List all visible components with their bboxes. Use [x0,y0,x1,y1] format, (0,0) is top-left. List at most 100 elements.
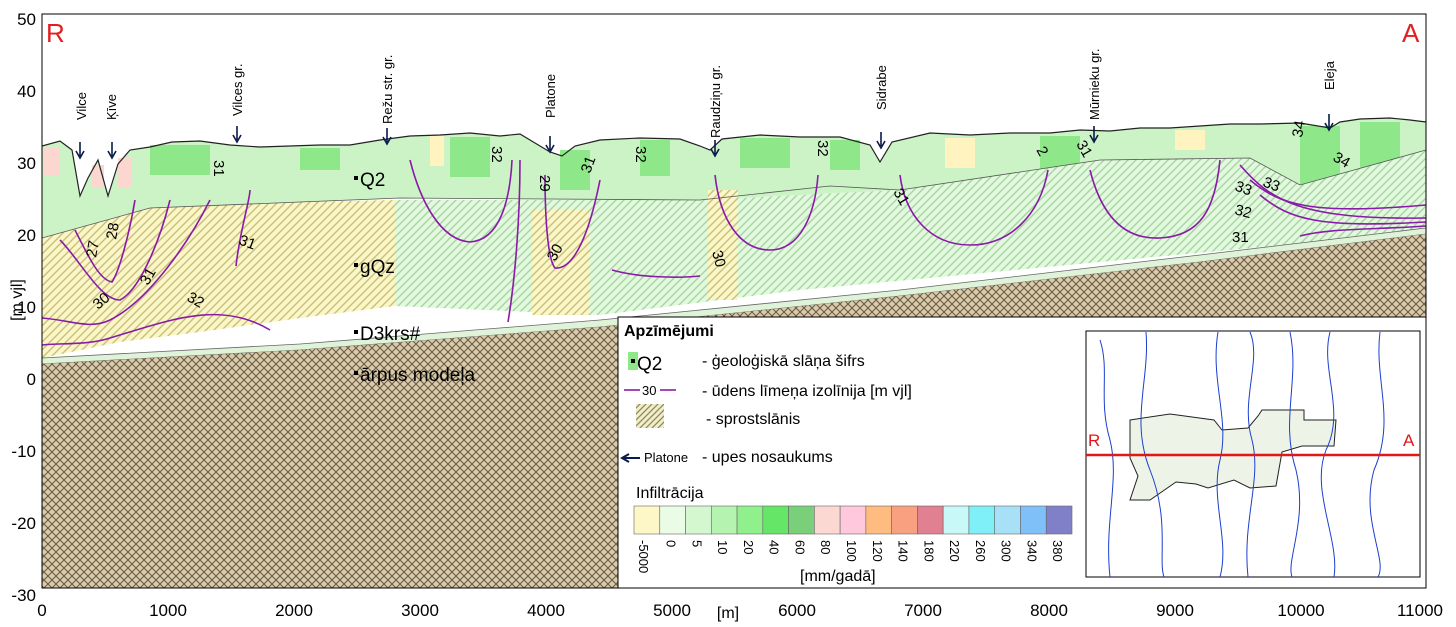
infiltration-tick-label: 300 [999,540,1014,562]
layer-gqz-yellow [42,200,395,358]
infiltration-tick-label: 100 [844,540,859,562]
x-tick-label: 2000 [275,601,313,620]
y-tick-label: -10 [11,442,36,461]
infiltration-low-patches [430,130,1205,168]
water-level-isolines [42,159,1426,346]
boundary-q2-gqz [42,149,1426,239]
infiltration-tick-label: 340 [1024,540,1039,562]
legend-item-text: - ģeoloģiskā slāņa šifrs [702,352,865,370]
isoline-label: 32 [1233,201,1254,222]
infiltration-swatch [1045,505,1073,535]
legend-item-text: - ūdens līmeņa izolīnija [m vjl] [702,383,912,400]
isoline-labels: 31 32 29 30 33 34 28 27 31 32 30 31 32 3… [83,119,1353,313]
x-tick-label: 7000 [904,601,942,620]
isoline-label: 32 [184,289,207,312]
infiltration-tick-label: 260 [973,540,988,562]
infiltration-swatch [1020,505,1047,535]
infiltration-tick-label: 0 [664,540,679,547]
layer-label: gQz [360,257,395,278]
isoline-label: 32 [488,146,505,163]
river-arrow-icon [710,140,720,158]
river-arrow-icon [382,128,392,146]
inset-start-label: R [1088,431,1100,450]
isoline-label: 32 [632,146,649,163]
river-label: Ķīve [104,94,119,120]
inset-rivers [1099,331,1385,578]
river-markers: Vilce Ķīve Vilces gr. Režu str. gr. Plat… [74,48,1337,160]
infiltration-tick-label: 20 [741,540,756,554]
inset-end-label: A [1403,431,1415,450]
layer-gqz-green [395,150,1426,315]
river-label: Raudziņu gr. [708,65,723,138]
river-label: Platone [543,74,558,118]
y-tick-label: 10 [17,298,36,317]
layer-labels: Q2 gQz D3krs# ārpus modeļa [354,170,476,386]
river-arrow-icon [75,142,85,160]
x-tick-label: 0 [37,601,46,620]
legend-symbol-river: Platone [644,450,688,465]
infiltration-swatch [917,505,944,535]
y-tick-label: -20 [11,514,36,533]
isoline-label: 27 [83,239,103,258]
river-label: Vilce [74,92,89,120]
infiltration-tick-label: 220 [947,540,962,562]
infiltration-swatch [865,505,892,535]
legend-symbol-isoline: 30 [642,383,656,398]
river-arrow-icon [1089,126,1099,144]
infiltration-tick-label: 10 [715,540,730,554]
layer-gqz-lens-1 [532,210,590,315]
y-axis: 50 40 30 20 10 0 -10 -20 -30 [11,10,36,605]
infiltration-swatch [994,505,1021,535]
isoline-label: 28 [103,221,123,240]
river-label: Režu str. gr. [380,55,395,124]
isoline-label: 31 [237,232,258,254]
x-tick-label: 5000 [653,601,691,620]
isoline-label: 32 [814,140,831,157]
infiltration-swatch [633,505,661,535]
river-label: Sidrabe [874,65,889,110]
inset-map: R A [1085,330,1421,578]
y-tick-label: 20 [17,226,36,245]
infiltration-swatch [762,505,789,535]
infiltration-tick-label: -5000 [636,540,651,573]
layer-gqz-lens-2 [708,190,738,300]
infiltration-tick-label: 5 [689,540,704,547]
x-tick-label: 11000 [1397,601,1443,620]
infiltration-swatch [710,505,738,535]
layer-label: D3krs# [360,324,421,345]
x-tick-label: 8000 [1030,601,1068,620]
legend-item-text: - sprostslānis [706,411,800,428]
infiltration-swatch [839,505,867,535]
y-tick-label: 50 [17,10,36,29]
isoline-label: 31 [578,154,600,175]
river-arrow-icon [107,142,117,160]
isoline-label: 34 [1289,119,1309,138]
river-arrow-icon [545,136,555,154]
infiltration-swatch [814,505,841,535]
infiltration-title: Infiltrācija [636,485,704,502]
y-tick-label: 30 [17,154,36,173]
legend-item-text: - upes nosaukums [702,449,833,466]
x-tick-label: 9000 [1156,601,1194,620]
infiltration-tick-label: 380 [1050,540,1065,562]
isoline-label: 29 [536,175,553,192]
river-arrow-icon [1324,114,1334,132]
section-start-label: R [46,18,65,48]
y-tick-label: 0 [27,370,36,389]
x-tick-label: 4000 [527,601,565,620]
infiltration-tick-label: 140 [896,540,911,562]
infiltration-unit: [mm/gadā] [800,568,876,585]
river-arrow-icon [232,126,242,144]
infiltration-tick-label: 80 [818,540,833,554]
x-tick-label: 6000 [778,601,816,620]
isoline-label: 30 [708,249,729,270]
legend-symbol-layer: Q2 [637,354,662,375]
legend-title: Apzīmējumi [624,323,714,340]
x-axis: 0 1000 2000 3000 4000 5000 6000 7000 800… [37,601,1443,620]
infiltration-tick-label: 120 [870,540,885,562]
infiltration-swatch [891,505,918,535]
river-label: Mūrnieku gr. [1087,48,1102,120]
river-label: Vilces gr. [230,63,245,116]
infiltration-pink-patches [44,148,132,188]
